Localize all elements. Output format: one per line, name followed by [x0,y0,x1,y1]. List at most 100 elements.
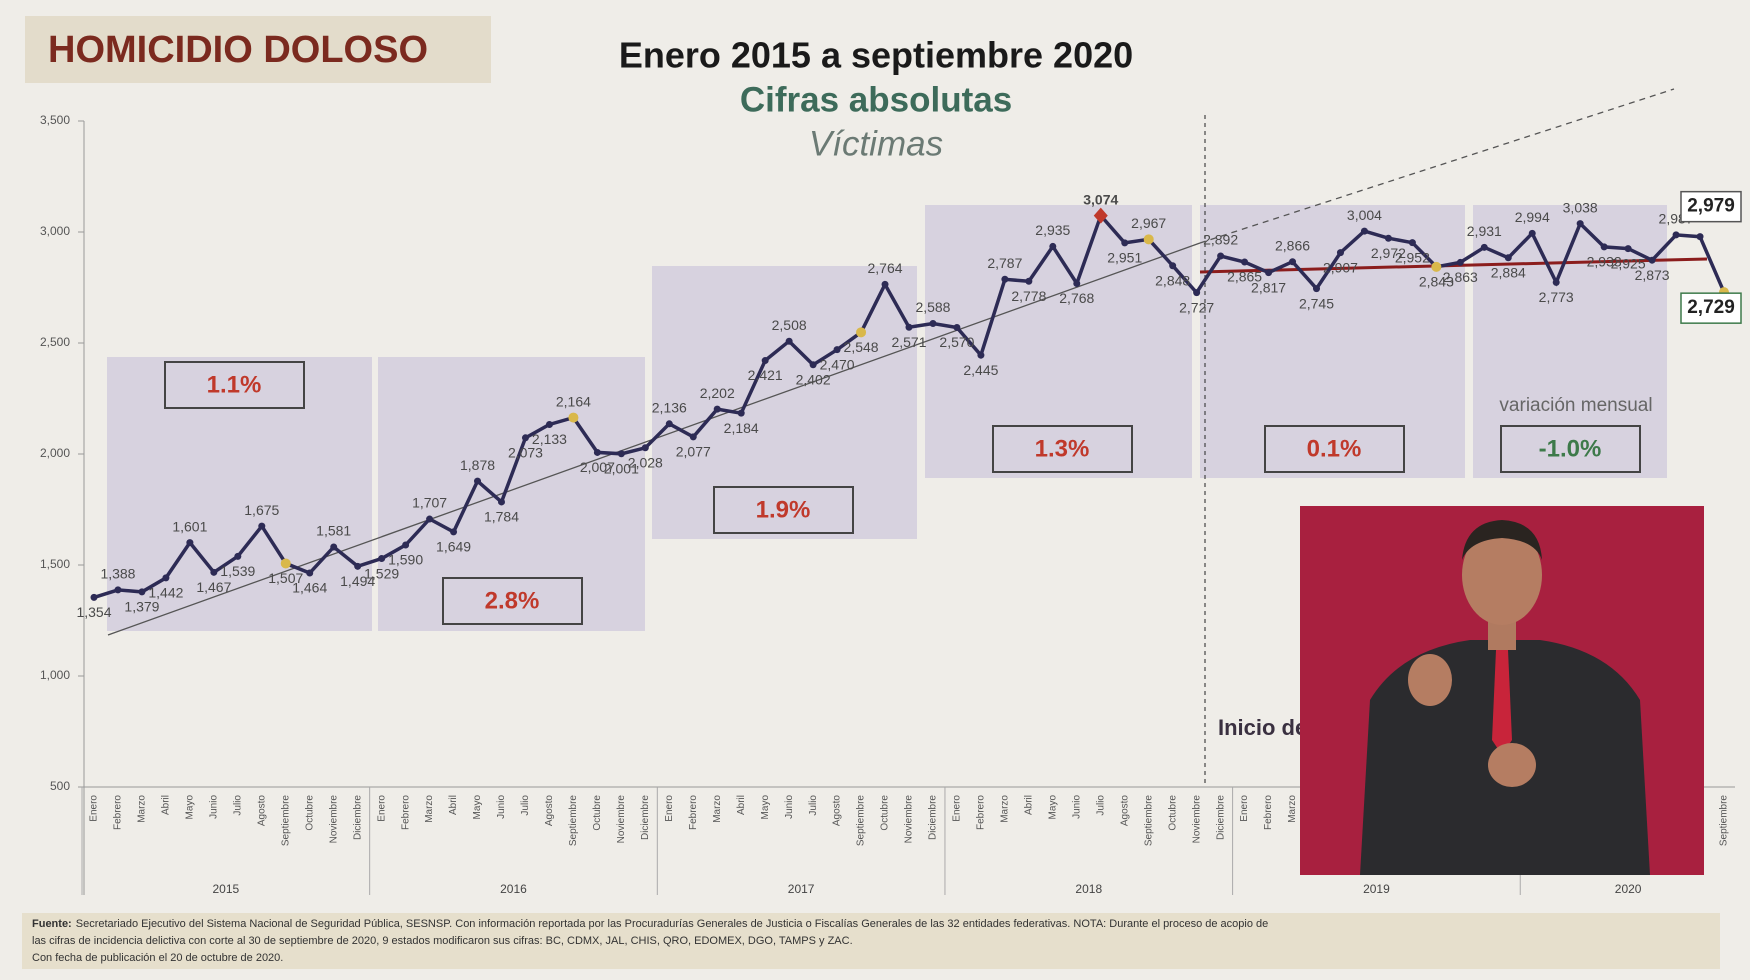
value-label: 2,588 [915,299,950,315]
period-label: -1.0% [1539,435,1602,462]
value-label: 1,494 [340,573,375,589]
period-label: 1.1% [207,371,262,398]
interpreter-hair [1462,520,1542,560]
value-label: 2,778 [1011,288,1046,304]
value-label: 1,467 [196,579,231,595]
value-label: 2,768 [1059,290,1094,306]
data-point [450,528,458,536]
data-point [354,562,362,570]
x-tick-label: Noviembre [328,795,339,844]
x-tick-label: Febrero [976,795,987,830]
x-tick-label: Septiembre [280,795,291,847]
y-tick-label: 2,000 [40,446,70,460]
footer-band [22,913,1720,969]
data-point [1696,233,1704,241]
data-point [833,346,841,354]
value-label: 2,570 [939,334,974,350]
data-point [1360,227,1368,235]
data-point [498,498,505,506]
value-label: 2,764 [868,260,903,276]
x-tick-label: Marzo [712,795,723,823]
value-label: 2,028 [628,454,663,470]
data-point [905,323,913,331]
value-label: 2,571 [891,334,926,350]
x-tick-label: Abril [448,795,459,815]
data-point [856,327,867,338]
value-label: 2,931 [1467,223,1502,239]
data-point [1672,231,1680,239]
value-label-box [1680,292,1742,324]
value-label: 2,907 [1323,259,1358,275]
interpreter-head [1462,525,1542,625]
value-label: 2,884 [1491,264,1526,280]
data-point [977,351,985,359]
data-point [1600,243,1608,251]
value-label: 2,967 [1131,215,1166,231]
value-label: 3,038 [1563,199,1598,215]
data-point [713,405,721,413]
x-tick-label: Junio [208,795,219,819]
value-label: 2,979 [1687,196,1735,217]
data-point [1480,243,1488,251]
data-point [1241,258,1249,266]
x-tick-label: Septiembre [568,795,579,847]
value-label: 2,548 [844,339,879,355]
value-label: 2,933 [1587,254,1622,270]
value-label: 2,952 [1395,249,1430,265]
value-label: 2,133 [532,431,567,447]
data-point [138,588,146,596]
trend-2019 [1199,257,1708,274]
x-tick-label: Noviembre [616,795,627,844]
period-label: 2.8% [485,587,540,614]
x-tick-label: Marzo [1287,795,1298,823]
period-label-box [1500,425,1641,473]
data-point [1336,249,1344,257]
data-point [280,558,291,569]
value-label: 2,184 [724,420,759,436]
x-tick-label: Junio [1071,795,1082,819]
data-point [1576,220,1584,228]
value-label: 2,817 [1251,279,1286,295]
y-tick-label: 3,500 [40,113,70,127]
data-point [809,361,817,369]
x-tick-label: Enero [1239,795,1250,822]
interpreter-hand [1408,654,1452,706]
x-tick-label: Enero [952,795,963,822]
value-label: 2,866 [1275,237,1310,253]
year-label: 2020 [1615,882,1642,896]
y-tick-label: 1,500 [40,557,70,571]
value-label: 2,421 [748,367,783,383]
value-label: 2,873 [1635,267,1670,283]
value-label: 2,202 [700,385,735,401]
x-tick-label: Enero [664,795,675,822]
data-point [1025,277,1033,285]
data-point [234,552,242,560]
period-boxes [107,205,1667,631]
data-point [1431,261,1442,272]
data-point [1143,234,1154,245]
data-point [665,420,673,428]
data-point [737,409,745,417]
period-label: 1.9% [756,496,811,523]
data-point [402,541,410,549]
value-label: 1,784 [484,509,519,525]
data-point [378,555,386,563]
x-tick-label: Mayo [472,795,483,820]
value-label: 1,539 [220,563,255,579]
x-tick-label: Septiembre [856,795,867,847]
data-point [1504,254,1512,262]
x-tick-label: Febrero [1263,795,1274,830]
y-tick-label: 1,000 [40,668,70,682]
value-label: 1,675 [244,502,279,518]
x-tick-label: Febrero [113,795,124,830]
value-label: 2,935 [1035,222,1070,238]
x-tick-label: Octubre [304,795,315,831]
data-point [1528,229,1536,237]
value-label: 3,074 [1083,191,1118,207]
badge: HOMICIDIO DOLOSO [48,29,428,71]
value-label: 1,649 [436,539,471,555]
value-label: 1,707 [412,495,447,511]
data-point [641,444,649,452]
value-label: 1,590 [388,552,423,568]
